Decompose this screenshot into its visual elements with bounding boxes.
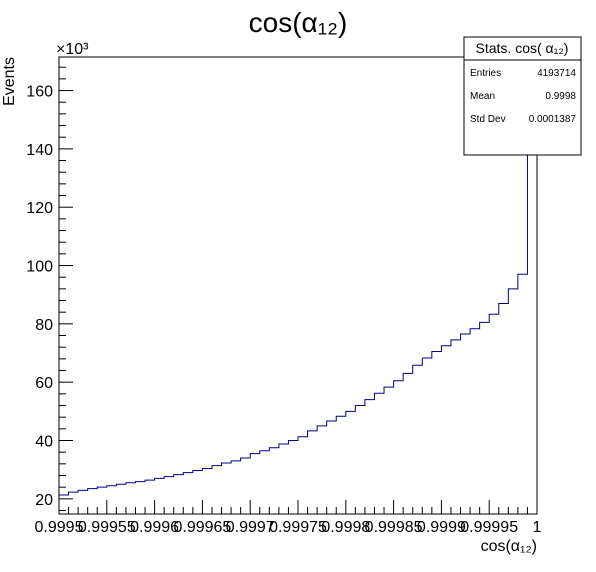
stats-entries-label: Entries	[470, 68, 501, 79]
y-tick-label: 20	[35, 492, 53, 509]
x-tick-label: 0.99995	[460, 519, 518, 536]
x-tick-label: 0.99985	[365, 519, 423, 536]
x-tick-label: 0.99965	[173, 519, 231, 536]
x-axis: 0.99950.999550.99960.999650.99970.999750…	[35, 500, 542, 536]
y-axis: 20 40 60 80 100 120 140 160	[26, 66, 73, 512]
stats-entries-value: 4193714	[537, 68, 576, 79]
x-tick-label: 0.9997	[226, 519, 275, 536]
y-tick-label: 60	[35, 375, 53, 392]
x-tick-label: 0.99975	[269, 519, 327, 536]
x-tick-label: 0.9996	[130, 519, 179, 536]
stats-mean-label: Mean	[470, 91, 495, 102]
y-axis-label: Events	[1, 57, 18, 106]
x-tick-label: 0.9998	[321, 519, 370, 536]
y-axis-multiplier: ×10³	[56, 41, 89, 58]
x-tick-label: 0.99955	[78, 519, 136, 536]
x-tick-label: 0.9995	[35, 519, 84, 536]
stats-stddev-label: Std Dev	[470, 114, 506, 125]
histogram-line	[59, 56, 537, 496]
y-tick-label: 40	[35, 434, 53, 451]
y-tick-label: 100	[26, 259, 53, 276]
y-tick-label: 140	[26, 142, 53, 159]
stats-mean-value: 0.9998	[545, 91, 576, 102]
stats-stddev-value: 0.0001387	[529, 114, 577, 125]
x-axis-label: cos(α₁₂)	[481, 538, 537, 555]
stats-box-frame	[463, 36, 582, 156]
y-tick-label: 120	[26, 200, 53, 217]
stats-box: Stats. cos( α₁₂) Entries 4193714 Mean 0.…	[463, 36, 582, 156]
stats-title: Stats. cos( α₁₂)	[476, 40, 569, 56]
y-tick-label: 160	[26, 84, 53, 101]
x-tick-label: 0.9999	[417, 519, 466, 536]
y-tick-label: 80	[35, 317, 53, 334]
x-tick-label: 1	[533, 519, 542, 536]
chart-title: cos(α₁₂)	[249, 7, 348, 38]
